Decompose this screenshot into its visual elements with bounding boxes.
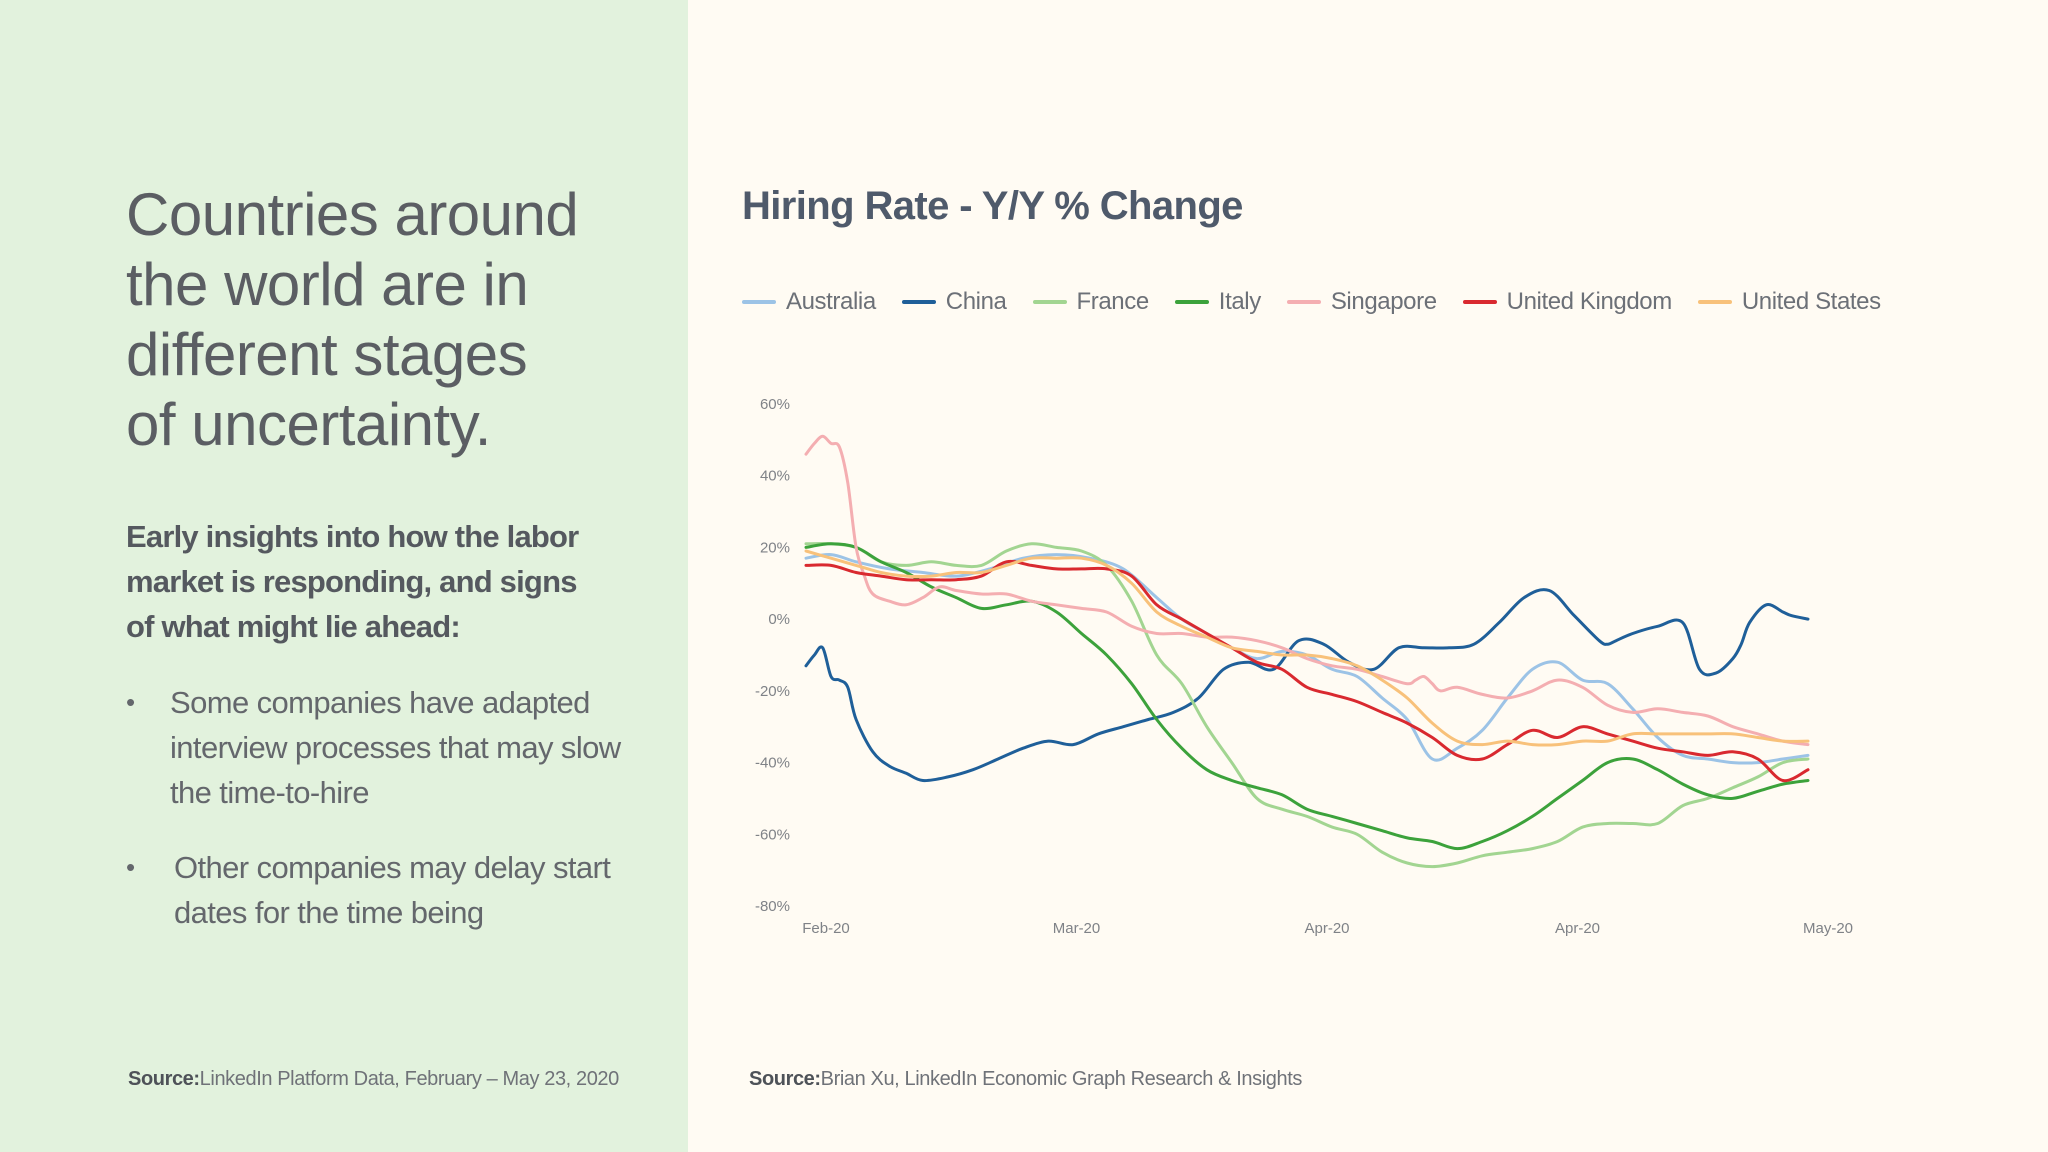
- y-tick-label: -60%: [755, 826, 790, 843]
- source-note-right: Source:Brian Xu, LinkedIn Economic Graph…: [749, 1068, 1302, 1091]
- headline: Countries around the world are in differ…: [126, 180, 646, 460]
- legend-label: Italy: [1218, 288, 1261, 315]
- series-line-united-kingdom: [804, 559, 1810, 783]
- bullet-item: • Other companies may delay start dates …: [126, 845, 646, 935]
- chart-title: Hiring Rate - Y/Y % Change: [742, 184, 1243, 228]
- y-tick-label: 40%: [760, 468, 790, 485]
- y-tick-label: 20%: [760, 539, 790, 556]
- headline-line: different stages: [126, 321, 528, 388]
- legend-label: United Kingdom: [1506, 288, 1673, 315]
- legend-label: China: [945, 288, 1007, 315]
- legend-swatch: [1032, 300, 1067, 304]
- y-tick-label: 60%: [760, 396, 790, 413]
- series-line-italy: [804, 542, 1810, 851]
- x-tick-label: Feb-20: [802, 920, 850, 937]
- source-note-left: Source:LinkedIn Platform Data, February …: [128, 1068, 619, 1091]
- legend-label: Singapore: [1330, 288, 1437, 315]
- source-label: Source:: [749, 1068, 821, 1090]
- legend-swatch: [1697, 300, 1732, 304]
- left-panel: Countries around the world are in differ…: [0, 0, 688, 1152]
- bullet-dot-icon: •: [126, 687, 135, 717]
- headline-line: the world are in: [126, 251, 529, 318]
- legend-label: United States: [1741, 288, 1881, 315]
- legend-swatch: [1286, 300, 1321, 304]
- x-tick-label: Apr-20: [1304, 920, 1349, 937]
- legend-item-singapore: Singapore: [1286, 288, 1437, 316]
- y-tick-label: -80%: [755, 898, 790, 915]
- legend-item-italy: Italy: [1174, 288, 1261, 316]
- legend-item-france: France: [1032, 288, 1150, 316]
- series-line-united-states: [804, 549, 1810, 747]
- x-tick-label: May-20: [1803, 920, 1853, 937]
- bullet-item: • Some companies have adapted interview …: [126, 680, 646, 815]
- source-label: Source:: [128, 1068, 200, 1090]
- bullet-text: Other companies may delay start dates fo…: [174, 850, 611, 930]
- bullet-list: • Some companies have adapted interview …: [126, 680, 646, 935]
- legend-swatch: [901, 300, 936, 304]
- y-tick-label: -20%: [755, 683, 790, 700]
- legend-item-china: China: [901, 288, 1007, 316]
- legend-swatch: [1174, 300, 1209, 304]
- bullet-text: Some companies have adapted interview pr…: [170, 685, 621, 810]
- legend-label: France: [1076, 288, 1150, 315]
- legend-item-united-kingdom: United Kingdom: [1462, 288, 1673, 316]
- series-line-china: [804, 588, 1810, 783]
- subheading: Early insights into how the labor market…: [126, 519, 579, 644]
- x-tick-label: Mar-20: [1053, 920, 1101, 937]
- x-tick-label: Apr-20: [1555, 920, 1600, 937]
- legend-swatch: [742, 300, 776, 304]
- bullet-dot-icon: •: [126, 852, 135, 882]
- legend-item-united-states: United States: [1697, 288, 1881, 316]
- source-text: LinkedIn Platform Data, February – May 2…: [199, 1068, 620, 1090]
- legend-swatch: [1462, 300, 1497, 304]
- series-line-singapore: [804, 434, 1810, 747]
- series-line-france: [804, 542, 1810, 869]
- chart-legend: Australia China France Italy Singapore United…: [742, 284, 1907, 320]
- legend-label: Australia: [786, 288, 876, 315]
- legend-item-australia: Australia: [742, 288, 876, 316]
- y-tick-label: 0%: [768, 611, 790, 628]
- source-text: Brian Xu, LinkedIn Economic Graph Resear…: [820, 1068, 1303, 1090]
- headline-line: of uncertainty.: [126, 391, 491, 458]
- y-tick-label: -40%: [755, 755, 790, 772]
- headline-line: Countries around: [126, 181, 579, 248]
